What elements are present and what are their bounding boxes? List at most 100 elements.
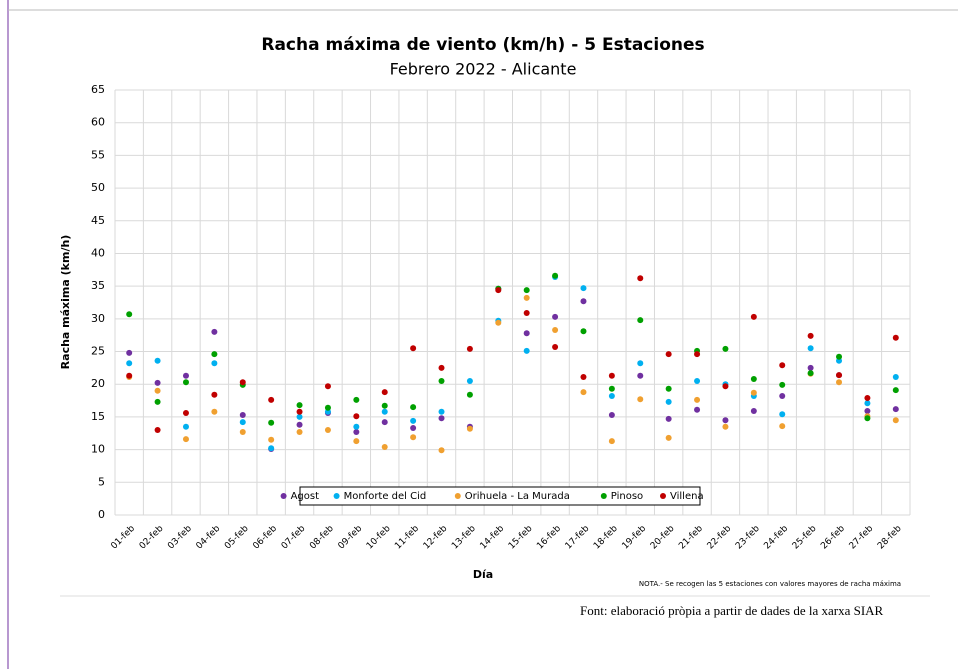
point: [580, 328, 587, 335]
point: [410, 345, 417, 352]
point: [438, 415, 445, 422]
x-tick-label: 14-feb: [479, 524, 507, 552]
point: [126, 349, 133, 356]
point: [552, 313, 559, 320]
point: [892, 406, 899, 413]
point: [523, 330, 530, 337]
y-tick-label: 65: [91, 83, 105, 96]
x-tick-label: 07-feb: [280, 524, 308, 552]
x-tick-label: 11-feb: [393, 524, 421, 552]
point: [410, 425, 417, 432]
point: [211, 328, 218, 335]
point: [892, 387, 899, 394]
point: [353, 396, 360, 403]
x-axis-label: Día: [473, 568, 493, 581]
point: [722, 417, 729, 424]
legend-label: Orihuela - La Murada: [465, 491, 570, 502]
point: [779, 381, 786, 388]
point: [239, 411, 246, 418]
point: [694, 406, 701, 413]
point: [211, 408, 218, 415]
point: [864, 400, 871, 407]
y-tick-label: 10: [91, 443, 105, 456]
note: NOTA.- Se recogen las 5 estaciones con v…: [639, 580, 901, 588]
legend-marker: [600, 493, 607, 499]
y-tick-label: 0: [98, 508, 105, 521]
y-tick-label: 35: [91, 279, 105, 292]
point: [239, 419, 246, 426]
x-tick-label: 04-feb: [195, 524, 223, 552]
point: [353, 428, 360, 435]
point: [211, 360, 218, 367]
point: [836, 372, 843, 379]
x-tick-label: 27-feb: [848, 524, 876, 552]
point: [466, 425, 473, 432]
x-tick-label: 26-feb: [819, 524, 847, 552]
point: [665, 434, 672, 441]
point: [126, 311, 133, 318]
point: [410, 417, 417, 424]
point: [552, 326, 559, 333]
x-tick-label: 05-feb: [223, 524, 251, 552]
point: [523, 309, 530, 316]
point: [665, 415, 672, 422]
point: [608, 393, 615, 399]
source: Font: elaboració pròpia a partir de dade…: [580, 603, 884, 618]
point: [892, 334, 899, 341]
x-tick-label: 09-feb: [337, 524, 365, 552]
point: [154, 427, 161, 433]
y-tick-label: 60: [91, 116, 105, 129]
x-tick-label: 12-feb: [422, 524, 450, 552]
x-tick-label: 18-feb: [592, 524, 620, 552]
point: [722, 345, 729, 352]
point: [807, 370, 814, 377]
legend-marker: [333, 493, 340, 499]
point: [694, 396, 701, 403]
point: [779, 423, 786, 430]
legend-label: Villena: [670, 491, 704, 502]
x-tick-label: 20-feb: [649, 524, 677, 552]
chart-subtitle: Febrero 2022 - Alicante: [390, 60, 577, 79]
x-tick-label: 03-feb: [166, 524, 194, 552]
point: [296, 408, 303, 415]
point: [126, 360, 133, 367]
point: [353, 438, 360, 445]
point: [665, 398, 672, 405]
x-tick-label: 25-feb: [791, 524, 819, 552]
y-tick-label: 55: [91, 148, 105, 161]
y-tick-label: 20: [91, 377, 105, 390]
point: [694, 377, 701, 384]
point: [779, 362, 786, 369]
point: [523, 294, 530, 301]
point: [608, 385, 615, 392]
x-tick-label: 08-feb: [308, 524, 336, 552]
point: [268, 436, 275, 443]
legend-label: Pinoso: [611, 491, 643, 502]
point: [750, 376, 757, 382]
point: [381, 389, 388, 396]
point: [807, 332, 814, 339]
point: [381, 402, 388, 409]
x-tick-label: 16-feb: [535, 524, 563, 552]
point: [580, 298, 587, 305]
point: [296, 421, 303, 428]
point: [438, 364, 445, 371]
point: [154, 379, 161, 386]
point: [381, 444, 388, 450]
point: [779, 411, 786, 418]
point: [438, 377, 445, 384]
point: [126, 372, 133, 379]
point: [523, 287, 530, 294]
point: [637, 396, 644, 403]
legend-marker: [280, 493, 287, 499]
point: [182, 379, 189, 386]
point: [608, 411, 615, 418]
point: [750, 389, 757, 396]
y-tick-label: 40: [91, 246, 105, 259]
point: [154, 357, 161, 364]
point: [381, 408, 388, 415]
x-tick-label: 22-feb: [706, 524, 734, 552]
point: [892, 417, 899, 424]
point: [637, 372, 644, 379]
